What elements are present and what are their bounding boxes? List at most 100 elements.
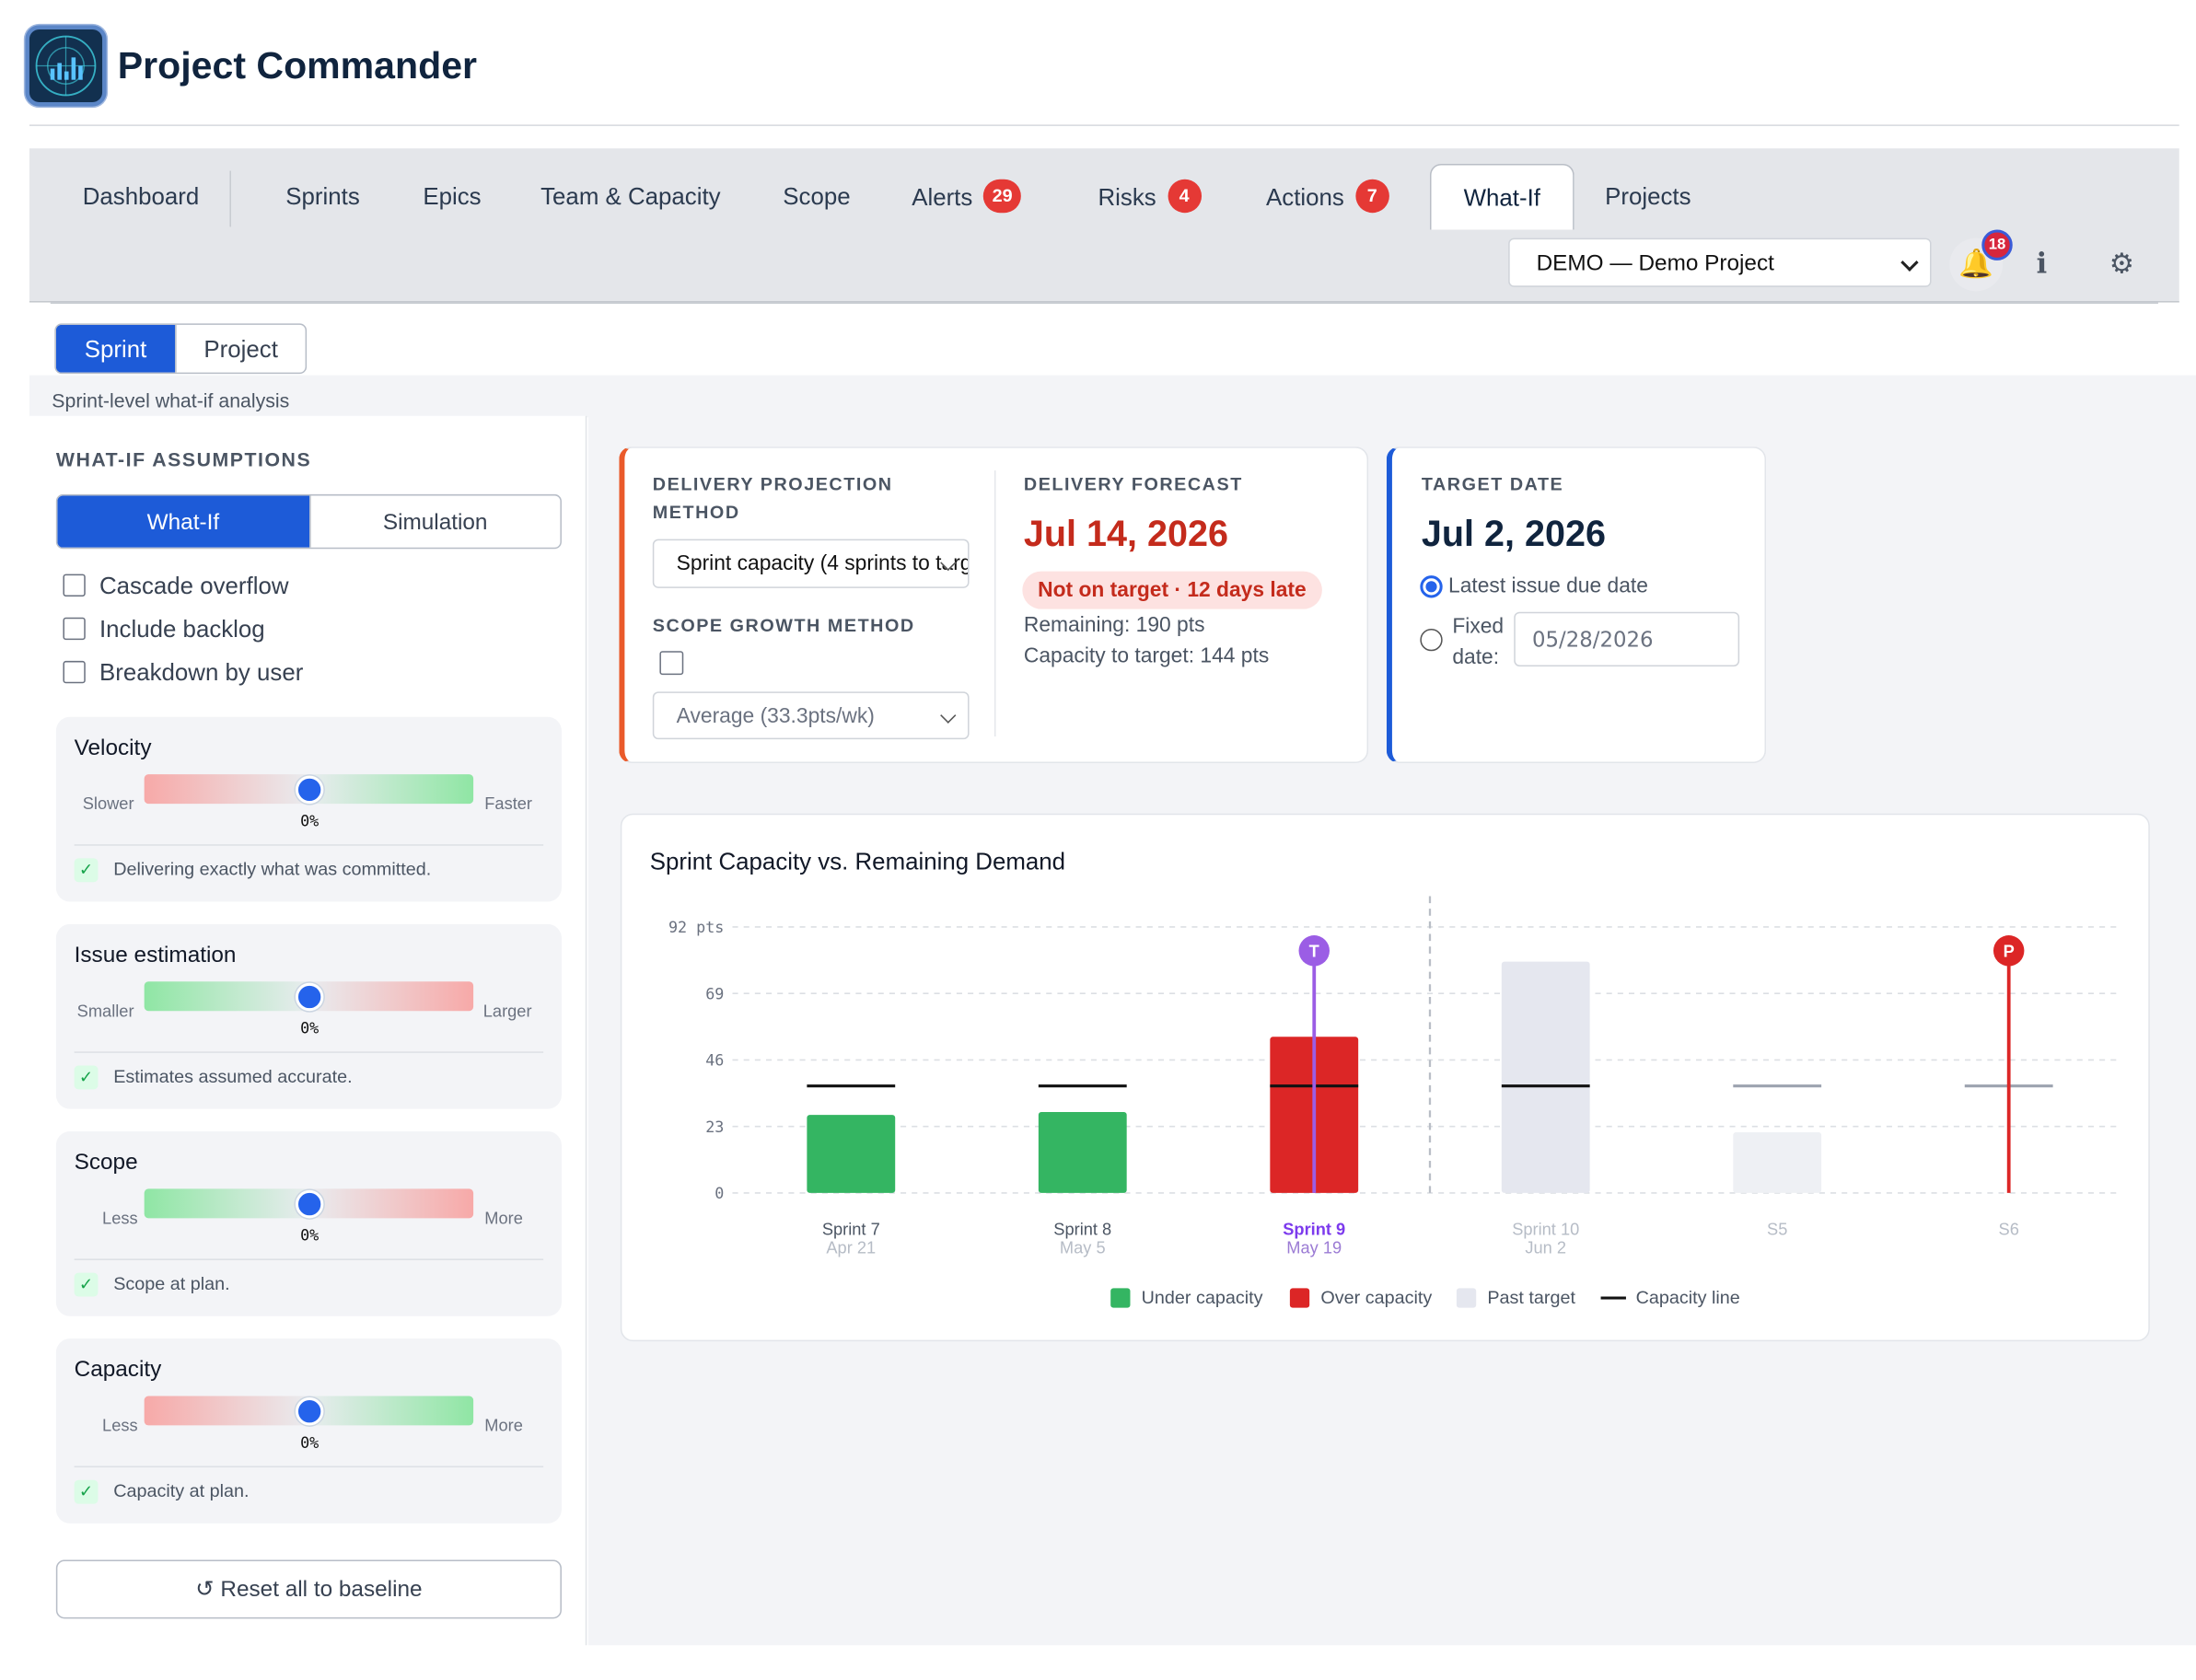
simulation-button[interactable]: Simulation [308,495,560,548]
slider-title: Issue estimation [74,944,237,968]
card-divider [993,470,996,737]
project-select[interactable]: DEMO — Demo Project [1508,238,1932,287]
slider-left-label: Slower [82,794,134,814]
x-tick-label: Sprint 8 [1053,1220,1111,1239]
tab-risks[interactable]: Risks 4 [1098,179,1202,214]
slider-left-label: Less [102,1415,138,1436]
tab-epics[interactable]: Epics [423,183,482,211]
legend-capacity-line: Capacity line [1600,1287,1740,1309]
x-tick-label: Sprint 9 [1283,1220,1345,1239]
slider-title: Scope [74,1151,138,1176]
check-icon: ✓ [74,1272,99,1297]
scope-growth-select[interactable]: Average (33.3pts/wk) [652,691,970,740]
card-divider [74,1466,544,1468]
legend-under: Under capacity [1110,1287,1263,1309]
chart-title: Sprint Capacity vs. Remaining Demand [649,848,1066,875]
issue-estimation-card: Issue estimation Smaller Larger 0% ✓ Esti… [55,923,562,1109]
assumptions-title: WHAT-IF ASSUMPTIONS [55,447,312,471]
alerts-badge: 29 [983,179,1021,214]
slider-right-label: Faster [484,794,533,814]
fixed-date-radio[interactable] [1420,627,1443,652]
x-tick-date: Apr 21 [826,1237,876,1257]
tab-projects[interactable]: Projects [1605,183,1691,211]
radio-unselected[interactable] [1420,628,1443,651]
app-logo [25,25,107,107]
mode-toggle: Sprint Project [54,323,308,375]
x-tick-date: May 5 [1060,1237,1106,1257]
checkbox-box[interactable] [63,573,86,597]
slider-value: 0% [300,812,320,830]
y-tick-label: 46 [705,1051,724,1070]
fixed-date-input[interactable]: 05/28/2026 [1514,611,1740,667]
x-tick-label: Sprint 10 [1512,1220,1579,1239]
slider-note: ✓ Delivering exactly what was committed. [74,858,432,883]
target-date: Jul 2, 2026 [1421,512,1606,555]
slider-title: Velocity [74,736,152,760]
actions-badge: 7 [1354,179,1389,214]
estimation-slider-handle[interactable] [295,982,324,1012]
capacity-chart-card [620,813,2150,1342]
demand-bar [807,1115,896,1193]
gear-icon[interactable]: ⚙ [2109,249,2134,281]
target-card [1386,446,1767,763]
forecast-label: DELIVERY FORECAST [1023,473,1243,494]
legend-line [1600,1295,1626,1299]
scope-growth-label: SCOPE GROWTH METHOD [652,614,915,636]
y-tick-label: 69 [705,984,724,1002]
scope-slider-handle[interactable] [295,1189,324,1219]
slider-note: ✓ Scope at plan. [74,1272,230,1297]
x-tick-label: Sprint 7 [822,1220,880,1239]
slider-note: ✓ Estimates assumed accurate. [74,1065,353,1090]
card-divider [74,1258,544,1260]
mode-sprint-button[interactable]: Sprint [55,324,176,373]
cascade-overflow-checkbox[interactable]: Cascade overflow [63,573,289,600]
slider-note: ✓ Capacity at plan. [74,1479,250,1504]
demand-bar [1501,961,1590,1193]
slider-left-label: Less [102,1208,138,1228]
projection-method-label: DELIVERY PROJECTION METHOD [652,473,893,523]
y-tick-label: 92 pts [668,918,724,936]
y-tick-label: 0 [715,1184,724,1202]
slider-left-label: Smaller [76,1001,134,1021]
tab-sprints[interactable]: Sprints [285,183,360,211]
x-tick-label: S6 [1999,1220,2019,1239]
check-icon: ✓ [74,1065,99,1090]
tab-separator [229,170,231,227]
projection-method-select[interactable]: Sprint capacity (4 sprints to target) [652,539,970,588]
checkbox-box[interactable] [63,617,86,640]
include-backlog-checkbox[interactable]: Include backlog [63,616,265,643]
tab-actions[interactable]: Actions 7 [1266,179,1389,214]
legend-swatch [1289,1287,1310,1307]
checkbox-box[interactable] [63,660,86,683]
info-icon[interactable]: i [2036,246,2048,281]
marker-circle [1993,935,2025,967]
caption-band [29,375,2196,418]
tab-team-capacity[interactable]: Team & Capacity [540,183,721,211]
scope-growth-checkbox[interactable] [659,651,684,676]
mode-project-button[interactable]: Project [175,324,305,373]
notifications-badge: 18 [1981,229,2013,261]
capacity-to-target-text: Capacity to target: 144 pts [1023,643,1270,668]
tab-alerts[interactable]: Alerts 29 [912,179,1021,214]
breakdown-by-user-checkbox[interactable]: Breakdown by user [63,659,303,687]
marker-circle [1298,935,1330,967]
latest-due-option[interactable]: Latest issue due date [1420,574,1648,598]
slider-right-label: Larger [482,1001,532,1021]
radio-selected[interactable] [1420,575,1443,598]
legend-swatch [1456,1287,1477,1307]
tab-dashboard[interactable]: Dashboard [82,183,200,211]
header-divider [29,124,2179,126]
reset-baseline-button[interactable]: ↺ Reset all to baseline [55,1559,562,1619]
forecast-date: Jul 14, 2026 [1023,512,1228,555]
slider-value: 0% [300,1433,320,1453]
whatif-button[interactable]: What-If [57,495,309,548]
tab-scope[interactable]: Scope [783,183,851,211]
legend-swatch [1110,1287,1131,1307]
capacity-slider-handle[interactable] [295,1397,324,1426]
demand-bar [1038,1111,1127,1193]
card-divider [74,1051,544,1053]
tab-what-if[interactable]: What-If [1429,163,1574,230]
analysis-caption: Sprint-level what-if analysis [52,388,290,412]
nav-divider [50,302,2158,305]
velocity-slider-handle[interactable] [295,775,324,805]
